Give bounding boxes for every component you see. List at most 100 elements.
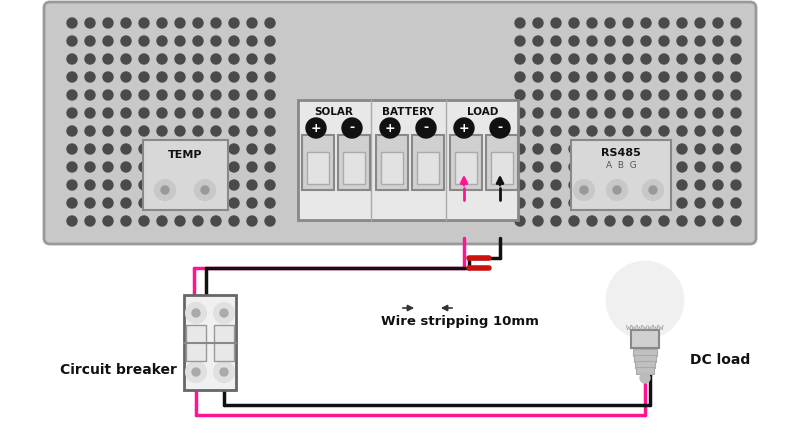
Bar — [307, 152, 329, 184]
Circle shape — [641, 180, 651, 190]
Circle shape — [533, 162, 543, 172]
Circle shape — [103, 198, 113, 208]
Circle shape — [731, 90, 741, 100]
Circle shape — [695, 54, 705, 64]
Circle shape — [605, 54, 615, 64]
Circle shape — [193, 18, 203, 28]
Text: +: + — [458, 121, 470, 134]
Circle shape — [85, 72, 95, 82]
Circle shape — [713, 126, 723, 136]
Circle shape — [85, 36, 95, 46]
Text: SOLAR: SOLAR — [314, 107, 354, 117]
Circle shape — [641, 144, 651, 154]
Circle shape — [85, 216, 95, 226]
Circle shape — [515, 216, 525, 226]
Circle shape — [229, 144, 239, 154]
Circle shape — [247, 216, 257, 226]
Circle shape — [139, 162, 149, 172]
Circle shape — [731, 126, 741, 136]
Circle shape — [193, 36, 203, 46]
Circle shape — [157, 198, 167, 208]
Circle shape — [67, 126, 77, 136]
Circle shape — [161, 186, 169, 194]
Circle shape — [103, 72, 113, 82]
Circle shape — [85, 126, 95, 136]
Circle shape — [713, 72, 723, 82]
Circle shape — [67, 72, 77, 82]
Text: wwwwwww: wwwwwww — [626, 324, 664, 332]
Circle shape — [641, 162, 651, 172]
Circle shape — [265, 108, 275, 118]
Circle shape — [85, 18, 95, 28]
Circle shape — [605, 180, 615, 190]
Circle shape — [157, 180, 167, 190]
Circle shape — [121, 72, 131, 82]
Circle shape — [515, 54, 525, 64]
Circle shape — [175, 90, 185, 100]
Circle shape — [731, 54, 741, 64]
Circle shape — [605, 198, 615, 208]
Circle shape — [713, 108, 723, 118]
Bar — [184, 295, 236, 390]
Circle shape — [211, 162, 221, 172]
Circle shape — [211, 198, 221, 208]
Circle shape — [607, 262, 683, 338]
Text: +: + — [385, 121, 395, 134]
Circle shape — [265, 18, 275, 28]
Circle shape — [175, 36, 185, 46]
Circle shape — [139, 18, 149, 28]
Circle shape — [265, 216, 275, 226]
Bar — [634, 355, 656, 362]
Circle shape — [175, 216, 185, 226]
Circle shape — [731, 18, 741, 28]
Circle shape — [605, 162, 615, 172]
Bar — [298, 100, 518, 220]
Circle shape — [85, 180, 95, 190]
Circle shape — [713, 216, 723, 226]
Circle shape — [515, 144, 525, 154]
Text: BATTERY: BATTERY — [382, 107, 434, 117]
Circle shape — [533, 18, 543, 28]
Circle shape — [139, 198, 149, 208]
Circle shape — [193, 198, 203, 208]
Circle shape — [533, 126, 543, 136]
Circle shape — [659, 54, 669, 64]
Circle shape — [67, 108, 77, 118]
Bar — [417, 152, 439, 184]
Circle shape — [713, 180, 723, 190]
Circle shape — [731, 198, 741, 208]
Circle shape — [623, 72, 633, 82]
Circle shape — [713, 18, 723, 28]
Circle shape — [229, 198, 239, 208]
Circle shape — [247, 54, 257, 64]
Circle shape — [265, 72, 275, 82]
Circle shape — [677, 162, 687, 172]
Circle shape — [605, 36, 615, 46]
Text: -: - — [423, 121, 429, 134]
Circle shape — [67, 18, 77, 28]
Circle shape — [569, 72, 579, 82]
Bar — [381, 152, 403, 184]
Circle shape — [121, 36, 131, 46]
Circle shape — [85, 90, 95, 100]
Circle shape — [605, 108, 615, 118]
Circle shape — [677, 144, 687, 154]
Circle shape — [193, 162, 203, 172]
Circle shape — [587, 198, 597, 208]
Circle shape — [229, 162, 239, 172]
Circle shape — [85, 108, 95, 118]
Circle shape — [193, 108, 203, 118]
Bar — [633, 349, 657, 356]
Circle shape — [713, 36, 723, 46]
Text: TEMP: TEMP — [168, 150, 202, 160]
Circle shape — [139, 180, 149, 190]
Circle shape — [229, 72, 239, 82]
Circle shape — [121, 54, 131, 64]
Circle shape — [569, 90, 579, 100]
Circle shape — [677, 72, 687, 82]
Circle shape — [193, 126, 203, 136]
Circle shape — [677, 126, 687, 136]
Circle shape — [569, 18, 579, 28]
Circle shape — [121, 144, 131, 154]
Circle shape — [533, 54, 543, 64]
